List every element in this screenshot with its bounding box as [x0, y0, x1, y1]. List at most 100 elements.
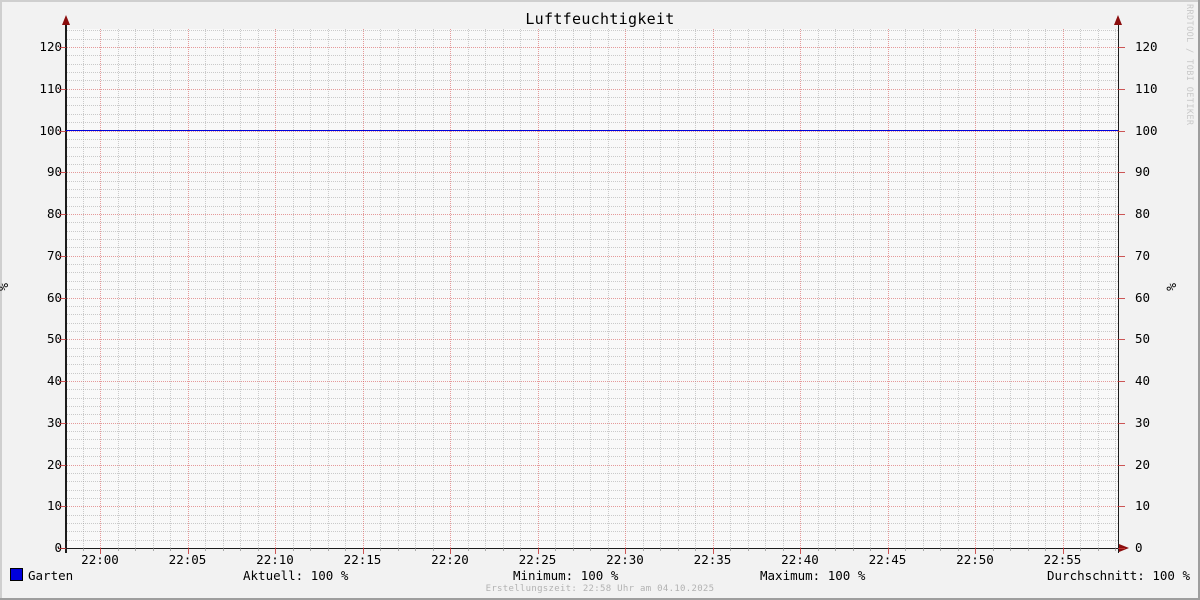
gridline-v-major — [975, 29, 976, 548]
y-tick-label-right: 110 — [1135, 80, 1158, 96]
stat-aktuell: Aktuell: 100 % — [243, 568, 349, 583]
y-tick-label-left: 10 — [46, 498, 62, 514]
gridline-h-minor — [66, 63, 1118, 65]
gridline-v-minor — [292, 29, 294, 548]
gridline-v-minor — [1080, 29, 1081, 548]
gridline-h-minor — [66, 180, 1118, 182]
gridline-v-major — [187, 29, 189, 548]
x-tick-mark-minor — [292, 548, 294, 551]
x-tick-mark-minor — [555, 548, 556, 551]
x-tick-mark-major — [975, 548, 976, 554]
creation-time-footer: Erstellungszeit: 22:58 Uhr am 04.10.2025 — [485, 584, 715, 594]
y-tick-mark-left — [59, 548, 66, 549]
y-tick-mark-left — [59, 172, 66, 174]
y-tick-mark-right — [1118, 255, 1125, 257]
x-tick-mark-minor — [135, 548, 136, 551]
y-tick-label-right: 10 — [1135, 498, 1151, 514]
y-tick-label-left: 60 — [46, 289, 62, 305]
x-tick-mark-minor — [1115, 548, 1116, 551]
gridline-v-minor — [310, 29, 311, 548]
y-tick-mark-right — [1118, 47, 1125, 48]
gridline-v-minor — [695, 29, 696, 548]
x-tick-mark-minor — [852, 548, 854, 551]
x-tick-mark-minor — [222, 548, 224, 551]
gridline-h-major — [66, 255, 1118, 257]
gridline-h-minor — [66, 406, 1118, 408]
gridline-v-minor — [747, 29, 749, 548]
gridline-h-minor — [66, 322, 1118, 324]
border-left — [0, 0, 2, 600]
x-tick-mark-minor — [432, 548, 434, 551]
gridline-v-minor — [555, 29, 556, 548]
y-tick-mark-right — [1118, 506, 1125, 508]
y-tick-mark-right — [1118, 339, 1125, 341]
x-tick-mark-minor — [747, 548, 749, 551]
gridline-v-major — [275, 29, 276, 548]
gridline-v-minor — [677, 29, 679, 548]
gridline-h-major — [66, 172, 1118, 174]
y-tick-mark-left — [59, 339, 66, 341]
gridline-h-major — [66, 506, 1118, 508]
stat-durchschnitt: Durchschnitt: 100 % — [1047, 568, 1190, 583]
x-tick-mark-minor — [1045, 548, 1046, 551]
gridline-v-minor — [1045, 29, 1046, 548]
y-tick-label-left: 30 — [46, 414, 62, 430]
gridline-h-minor — [66, 197, 1118, 199]
gridline-v-minor — [940, 29, 941, 548]
y-tick-mark-left — [59, 506, 66, 508]
x-tick-mark-minor — [520, 548, 521, 551]
y-tick-label-right: 90 — [1135, 164, 1151, 180]
chart-title: Luftfeuchtigkeit — [525, 10, 675, 28]
gridline-h-major — [66, 47, 1118, 48]
y-axis-right — [1117, 25, 1119, 553]
y-tick-label-left: 50 — [46, 331, 62, 347]
x-tick-mark-minor — [660, 548, 661, 551]
x-tick-label: 22:35 — [693, 552, 732, 567]
gridline-v-minor — [817, 29, 819, 548]
border-top — [0, 0, 1200, 2]
x-tick-mark-minor — [397, 548, 399, 551]
gridline-v-minor — [1027, 29, 1029, 548]
gridline-h-minor — [66, 264, 1118, 266]
gridline-v-minor — [397, 29, 399, 548]
gridline-v-minor — [415, 29, 416, 548]
gridline-h-minor — [66, 497, 1118, 499]
gridline-h-minor — [66, 230, 1118, 232]
y-tick-mark-right — [1118, 214, 1125, 215]
x-tick-mark-minor — [992, 548, 994, 551]
y-tick-mark-left — [59, 297, 66, 299]
y-tick-label-left: 40 — [46, 373, 62, 388]
y-tick-label-right: 70 — [1135, 247, 1151, 263]
x-tick-mark-major — [100, 548, 101, 554]
gridline-h-minor — [66, 472, 1118, 474]
gridline-h-minor — [66, 314, 1118, 316]
gridline-h-major — [66, 422, 1118, 424]
y-tick-label-left: 90 — [46, 164, 62, 180]
gridline-v-major — [1062, 29, 1064, 548]
x-tick-label: 22:40 — [781, 552, 819, 567]
x-tick-mark-minor — [380, 548, 381, 551]
gridline-v-minor — [782, 29, 784, 548]
x-tick-mark-major — [362, 548, 364, 554]
gridline-v-minor — [992, 29, 994, 548]
x-tick-mark-minor — [870, 548, 871, 551]
y-tick-label-left: 70 — [46, 247, 62, 263]
y-tick-label-right: 80 — [1135, 206, 1151, 221]
gridline-h-minor — [66, 105, 1118, 107]
x-tick-mark-minor — [240, 548, 241, 551]
gridline-h-minor — [66, 489, 1118, 491]
legend-series-label: Garten — [28, 568, 74, 583]
gridline-v-minor — [642, 29, 644, 548]
gridline-h-minor — [66, 122, 1118, 124]
stat-minimum: Minimum: 100 % — [513, 568, 619, 583]
y-tick-mark-left — [59, 214, 66, 215]
x-tick-mark-minor — [485, 548, 486, 551]
y-tick-mark-right — [1118, 88, 1125, 90]
gridline-h-minor — [66, 397, 1118, 399]
gridline-h-minor — [66, 272, 1118, 274]
x-tick-mark-minor — [415, 548, 416, 551]
gridline-h-minor — [66, 305, 1118, 307]
x-tick-mark-minor — [1080, 548, 1081, 551]
gridline-h-minor — [66, 280, 1118, 282]
